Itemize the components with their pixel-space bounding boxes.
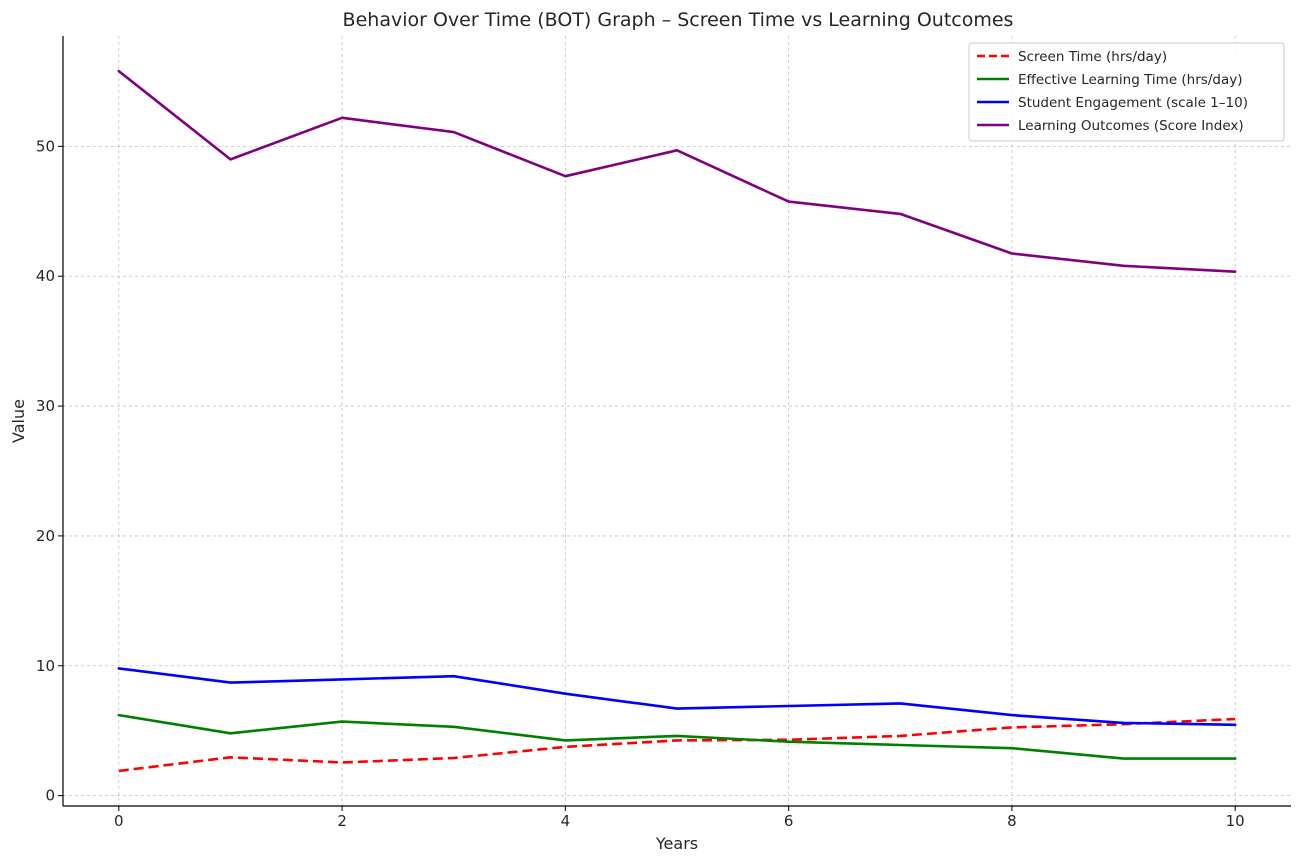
y-tick-label: 50 (36, 137, 55, 155)
y-axis-label: Value (9, 399, 28, 443)
series-line-2 (117, 713, 1237, 760)
legend-box (968, 42, 1285, 142)
y-tick-label: 20 (36, 527, 55, 545)
x-axis-label: Years (655, 834, 698, 853)
legend-label-1: Screen Time (hrs/day) (1018, 49, 1167, 65)
y-tick-label: 10 (36, 657, 55, 675)
x-tick-label: 4 (561, 812, 571, 830)
series-lines (117, 69, 1237, 773)
x-tick-label: 8 (1007, 812, 1017, 830)
series-line-1 (118, 717, 1236, 773)
x-tick-label: 10 (1226, 812, 1245, 830)
y-tick-label: 30 (36, 397, 55, 415)
legend: Screen Time (hrs/day) Effective Learning … (968, 42, 1285, 142)
chart-title: Behavior Over Time (BOT) Graph – Screen … (343, 9, 1014, 31)
y-tick-label: 0 (45, 787, 55, 805)
series-line-4 (117, 69, 1237, 274)
x-tick-label: 0 (114, 812, 124, 830)
series-line-3 (117, 667, 1237, 727)
legend-label-2: Effective Learning Time (hrs/day) (1018, 72, 1242, 88)
x-tick-label: 6 (784, 812, 794, 830)
axes: 0 2 4 6 8 10 0 10 20 30 40 50 (36, 36, 1291, 830)
legend-label-3: Student Engagement (scale 1–10) (1018, 95, 1248, 111)
x-tick-label: 2 (337, 812, 347, 830)
grid (63, 36, 1291, 806)
y-tick-label: 40 (36, 267, 55, 285)
legend-label-4: Learning Outcomes (Score Index) (1018, 118, 1244, 134)
